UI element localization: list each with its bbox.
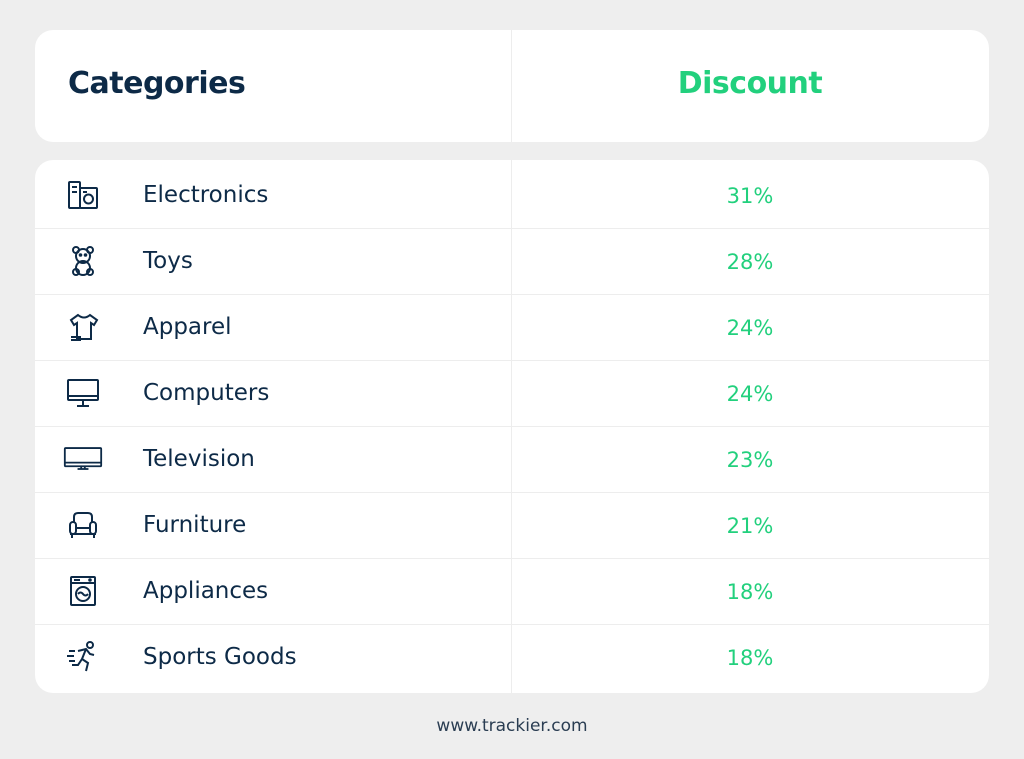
category-label: Computers <box>143 380 270 406</box>
discount-value: 31% <box>726 184 774 208</box>
monitor-icon <box>63 377 103 409</box>
teddy-bear-icon <box>63 245 103 277</box>
discount-value: 18% <box>726 646 774 670</box>
row-divider <box>35 360 989 361</box>
table-row: Television 23% <box>35 426 989 492</box>
category-label: Apparel <box>143 314 232 340</box>
table-row: Computers 24% <box>35 360 989 426</box>
table-row: Appliances 18% <box>35 558 989 624</box>
table-row: Electronics 31% <box>35 162 989 228</box>
row-divider <box>35 228 989 229</box>
category-label: Television <box>143 446 255 472</box>
table-row: Furniture 21% <box>35 492 989 558</box>
category-label: Furniture <box>143 512 247 538</box>
discount-value: 28% <box>726 250 774 274</box>
row-divider <box>35 492 989 493</box>
tv-icon <box>63 443 103 475</box>
categories-heading: Categories <box>68 66 246 101</box>
runner-icon <box>63 641 103 673</box>
category-label: Sports Goods <box>143 644 297 670</box>
row-divider <box>35 558 989 559</box>
category-label: Appliances <box>143 578 269 604</box>
discount-value: 21% <box>726 514 774 538</box>
category-label: Electronics <box>143 182 269 208</box>
row-divider <box>35 426 989 427</box>
armchair-icon <box>63 509 103 541</box>
footer-url: www.trackier.com <box>436 716 588 736</box>
row-divider <box>35 294 989 295</box>
discount-heading: Discount <box>677 66 823 101</box>
category-label: Toys <box>143 248 193 274</box>
discount-value: 24% <box>726 382 774 406</box>
discount-value: 24% <box>726 316 774 340</box>
table-header: Categories Discount <box>35 30 989 142</box>
table-row: Sports Goods 18% <box>35 624 989 690</box>
discount-value: 23% <box>726 448 774 472</box>
row-divider <box>35 624 989 625</box>
tshirt-icon <box>63 311 103 343</box>
table-body: Electronics 31% Toys 28% Apparel 24% Computers… <box>35 160 989 693</box>
column-divider <box>511 30 512 142</box>
table-row: Toys 28% <box>35 228 989 294</box>
table-row: Apparel 24% <box>35 294 989 360</box>
discount-value: 18% <box>726 580 774 604</box>
electronics-icon <box>63 179 103 211</box>
washing-machine-icon <box>63 575 103 607</box>
